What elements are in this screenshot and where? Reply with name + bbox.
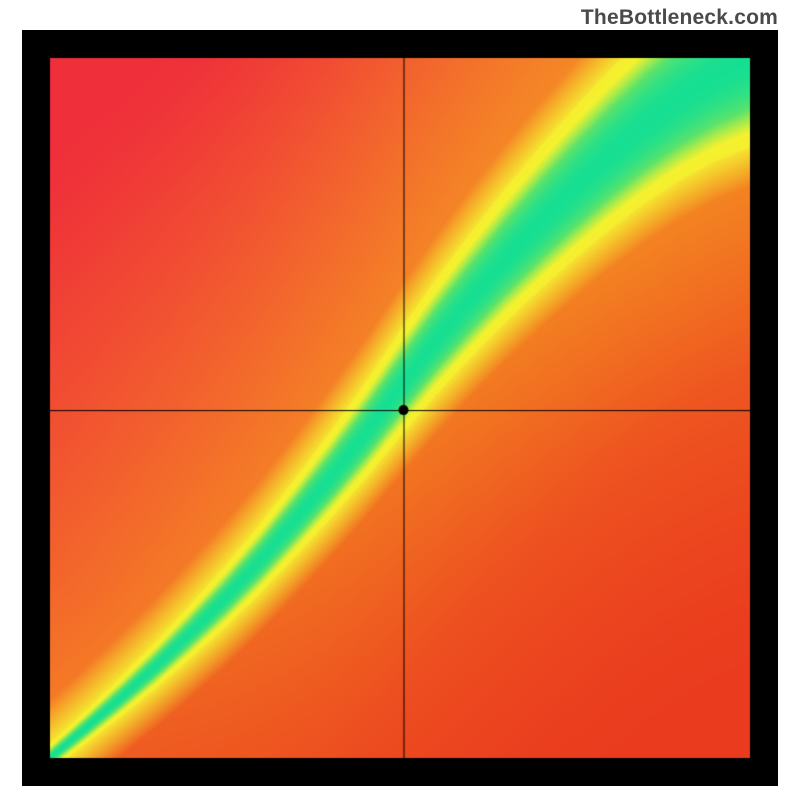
chart-container: TheBottleneck.com — [0, 0, 800, 800]
bottleneck-heatmap — [22, 30, 778, 786]
chart-frame — [22, 30, 778, 786]
attribution-text: TheBottleneck.com — [581, 6, 778, 30]
